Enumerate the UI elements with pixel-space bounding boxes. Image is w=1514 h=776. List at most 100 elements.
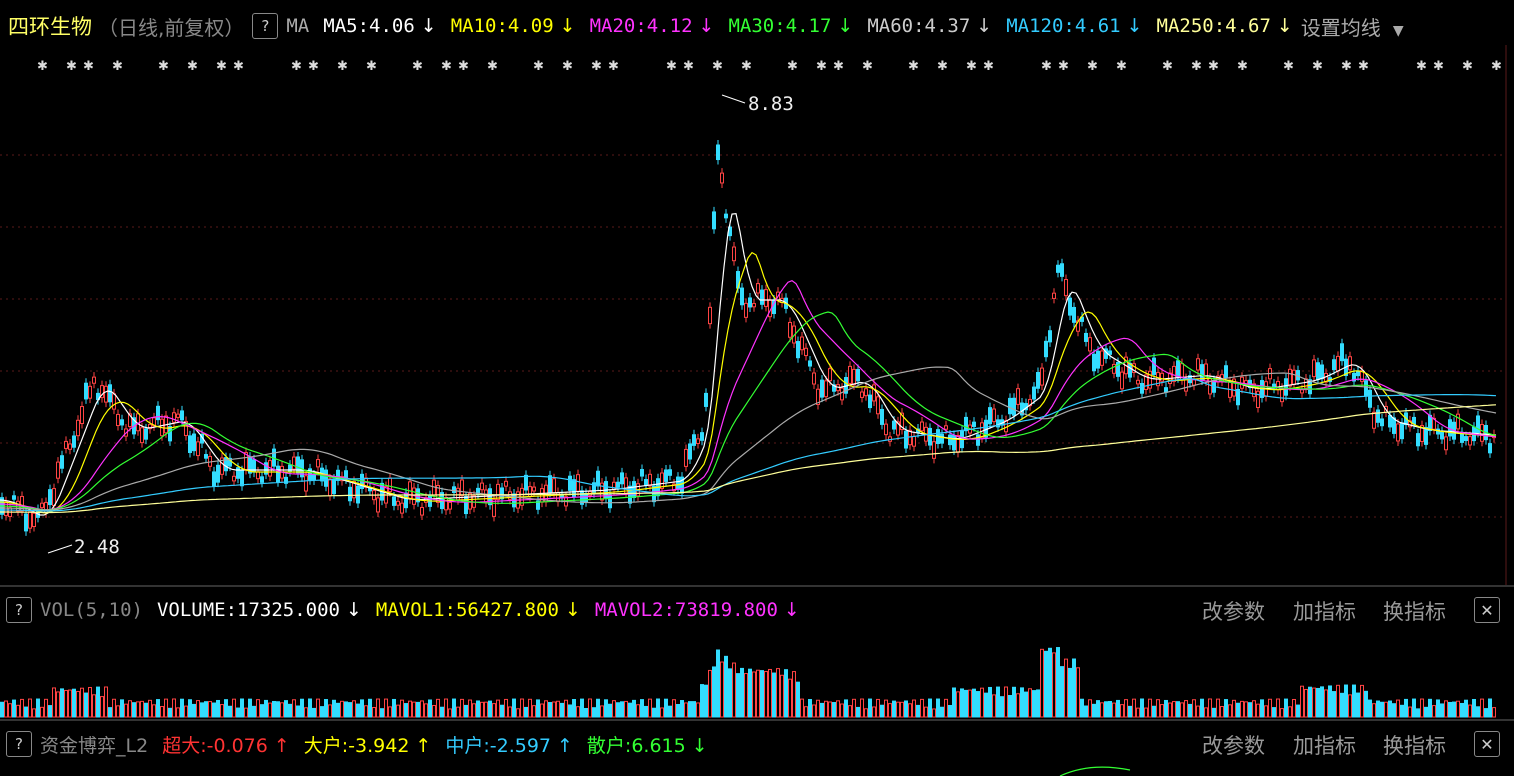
panel-divider[interactable] [0,585,1514,587]
fund-switch-indicator-button[interactable]: 换指标 [1383,734,1446,758]
candle [760,289,764,305]
volume-bar [1436,699,1440,718]
volume-bar [40,706,44,718]
volume-bar [1116,699,1120,718]
volume-bar [524,706,528,718]
candle [568,475,572,491]
candle [976,434,980,446]
volume-bar [712,666,716,718]
volume-bar [392,698,396,718]
event-marker-icon: ✱ [1433,59,1444,74]
volume-bar [516,708,520,718]
candle [296,456,300,474]
candle [392,496,396,506]
fund-close-icon[interactable]: ✕ [1474,731,1500,757]
volume-bar [760,670,764,718]
volume-bar [1264,705,1268,718]
volume-bar [572,699,576,718]
volume-bar [364,705,368,718]
candle [1352,372,1356,382]
volume-bar [560,702,564,718]
volume-bar [1200,698,1204,718]
candle [700,432,704,441]
volume-bar [212,702,216,718]
candle [500,487,504,500]
volume-bar [720,661,724,718]
ma-value-0: MA5:4.06 ↓ [323,15,437,37]
candle [1064,278,1068,297]
volume-bar [680,700,684,718]
candle [40,502,44,509]
volume-bar [512,698,516,718]
candle [800,336,804,351]
candle [324,469,328,487]
candle [20,495,24,512]
volume-switch-indicator-button[interactable]: 换指标 [1383,600,1446,624]
volume-bar [1276,698,1280,718]
candle [1012,397,1016,416]
volume-help-button[interactable]: ? [6,597,32,623]
volume-bar [432,704,436,718]
volume-bar [860,698,864,718]
volume-bar [1224,699,1228,718]
volume-bar [488,700,492,718]
candle [1424,426,1428,445]
volume-bar [1392,703,1396,718]
fund-help-button[interactable]: ? [6,731,32,757]
candle [748,297,752,308]
volume-bar [948,704,952,718]
volume-add-indicator-button[interactable]: 加指标 [1293,600,1356,624]
candle [1084,332,1088,342]
fund-add-indicator-button[interactable]: 加指标 [1293,734,1356,758]
stock-name[interactable]: 四环生物 [8,15,92,39]
volume-bar [1184,700,1188,718]
ma-settings-button[interactable]: 设置均线 ▼ [1300,15,1404,40]
event-marker-icon: ✱ [787,59,798,74]
volume-close-icon[interactable]: ✕ [1474,597,1500,623]
candle [80,406,84,425]
volume-bar [1484,708,1488,718]
candle [824,380,828,398]
volume-bar [72,688,76,718]
candle [168,426,172,442]
volume-bar [60,688,64,718]
volume-bar [464,704,468,718]
volume-bar [1416,708,1420,718]
volume-bar [408,700,412,718]
candle [796,341,800,359]
candle [204,454,208,459]
volume-bar [664,698,668,718]
candle [156,405,160,421]
volume-bar [280,702,284,718]
ma-help-button[interactable]: ? [252,13,279,39]
volume-bar [1060,666,1064,718]
volume-change-params-button[interactable]: 改参数 [1202,600,1265,624]
volume-bar [412,701,416,718]
candle [652,485,656,503]
candle [1016,388,1020,405]
candle [1476,415,1480,433]
volume-bar [492,703,496,718]
candle [1372,411,1376,429]
vol-value-2: MAVOL2:73819.800 ↓ [594,599,800,621]
candle [1428,414,1432,432]
candle [1008,397,1012,415]
candle [1464,436,1468,442]
event-marker-icon: ✱ [441,59,452,74]
volume-bar [960,688,964,718]
volume-bar [780,674,784,718]
volume-bar [320,706,324,718]
candle [144,428,148,440]
fund-change-params-button[interactable]: 改参数 [1202,734,1265,758]
event-marker-icon: ✱ [1358,59,1369,74]
volume-bar [352,700,356,718]
panel-divider-2[interactable] [0,719,1514,721]
volume-bar [184,705,188,718]
volume-bar [172,698,176,718]
candle [1320,364,1324,380]
candle [532,486,536,492]
volume-bar [544,700,548,718]
candle [32,512,36,528]
event-marker-icon: ✱ [937,59,948,74]
